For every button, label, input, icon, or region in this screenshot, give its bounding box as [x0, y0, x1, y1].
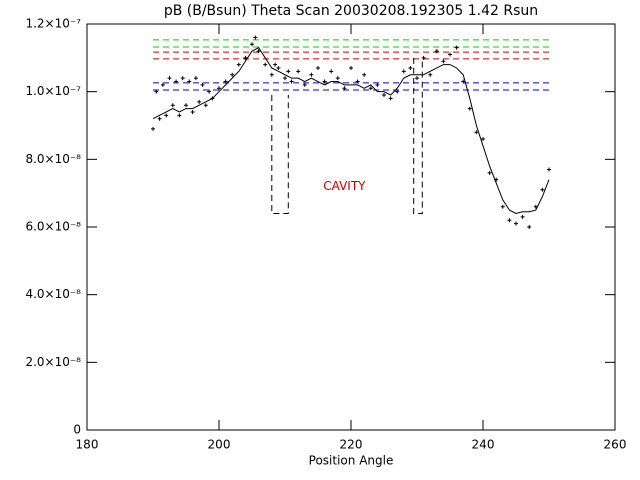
x-tick-label: 200 [208, 438, 231, 452]
annotation: CAVITY [323, 179, 366, 193]
data-point [174, 79, 179, 84]
data-point [217, 86, 221, 91]
data-point [160, 82, 165, 87]
data-point [316, 65, 320, 70]
data-point [296, 69, 301, 74]
y-tick-label: 4.0×10⁻⁸ [25, 287, 81, 301]
data-point [223, 79, 228, 84]
line-series [152, 47, 550, 214]
data-point [154, 89, 159, 94]
data-point [329, 69, 334, 74]
data-point [200, 82, 205, 87]
data-point [441, 59, 446, 64]
data-point [540, 187, 545, 192]
data-point [197, 99, 202, 104]
data-point [395, 89, 400, 94]
data-point [210, 96, 215, 101]
data-point [302, 82, 307, 87]
data-point [428, 72, 433, 77]
y-tick-label: 6.0×10⁻⁸ [25, 220, 81, 234]
data-point [401, 69, 406, 74]
y-tick-label: 1.2×10⁻⁷ [25, 17, 81, 31]
data-point [474, 130, 479, 135]
data-point [342, 86, 347, 91]
data-point [180, 76, 185, 81]
data-point [276, 65, 281, 70]
data-point [177, 113, 182, 118]
data-point [184, 103, 188, 108]
data-point [533, 204, 538, 209]
y-tick-label: 1.0×10⁻⁷ [25, 84, 81, 98]
data-point [434, 49, 439, 54]
y-tick-label: 2.0×10⁻⁸ [25, 355, 81, 369]
data-point [203, 103, 208, 108]
data-point [362, 72, 367, 77]
data-point [349, 65, 353, 70]
data-point [187, 79, 192, 84]
data-point [164, 113, 169, 118]
data-point [461, 79, 466, 84]
y-tick-label: 8.0×10⁻⁸ [25, 152, 81, 166]
data-point [375, 82, 380, 87]
data-point [507, 218, 512, 223]
x-tick-label: 240 [472, 438, 495, 452]
data-point [382, 93, 386, 98]
data-point [494, 177, 499, 182]
data-point [322, 79, 327, 84]
data-point [487, 170, 492, 175]
data-point [286, 69, 291, 74]
data-point [263, 62, 268, 67]
y-tick-label: 0 [73, 423, 81, 437]
data-point [250, 42, 254, 47]
data-point [500, 204, 505, 209]
data-point [167, 76, 172, 81]
data-point [236, 62, 241, 67]
data-point [151, 126, 155, 131]
data-point [421, 55, 426, 60]
data-point [193, 76, 198, 81]
data-point [190, 109, 195, 114]
data-point [368, 86, 373, 91]
data-point [481, 137, 485, 142]
data-point [415, 76, 419, 81]
data-point [309, 72, 314, 77]
data-point [408, 65, 413, 70]
data-point [388, 96, 393, 101]
data-point [157, 116, 162, 121]
data-point [273, 62, 278, 67]
x-tick-label: 260 [604, 438, 627, 452]
x-axis-label: Position Angle [309, 454, 394, 468]
cavity-box [413, 57, 423, 214]
cavity-box [271, 95, 289, 214]
data-point [283, 76, 287, 81]
data-point [527, 225, 532, 229]
data-point [230, 72, 235, 77]
data-point [335, 76, 340, 81]
data-point [355, 79, 360, 84]
data-point [243, 55, 248, 60]
data-point [547, 167, 551, 172]
data-point [514, 221, 518, 226]
data-point [520, 214, 525, 219]
data-point [454, 45, 459, 50]
data-point [269, 72, 274, 77]
x-tick-label: 220 [340, 438, 363, 452]
data-point [256, 49, 261, 54]
data-point [467, 106, 472, 111]
data-point [448, 52, 452, 57]
data-point [207, 89, 212, 94]
x-tick-label: 180 [76, 438, 99, 452]
chart-title: pB (B/Bsun) Theta Scan 20030208.192305 1… [164, 3, 538, 19]
data-point [289, 79, 294, 84]
data-point [170, 103, 175, 108]
data-point [253, 35, 258, 40]
